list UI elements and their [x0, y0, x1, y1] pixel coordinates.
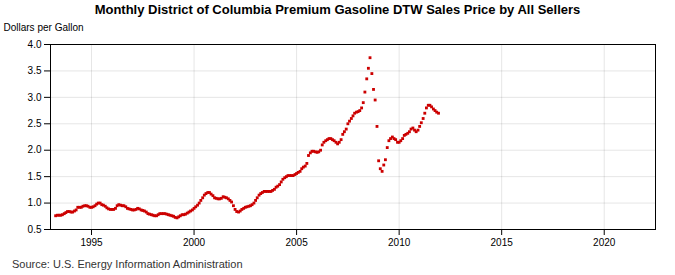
svg-text:1.5: 1.5	[28, 171, 42, 182]
svg-text:2005: 2005	[285, 237, 308, 248]
svg-text:2015: 2015	[491, 237, 514, 248]
svg-text:1.0: 1.0	[28, 197, 42, 208]
svg-text:2.5: 2.5	[28, 118, 42, 129]
svg-text:3.5: 3.5	[28, 65, 42, 76]
svg-text:2010: 2010	[388, 237, 411, 248]
svg-text:4.0: 4.0	[28, 39, 42, 50]
svg-text:3.0: 3.0	[28, 92, 42, 103]
svg-text:Dollars per Gallon: Dollars per Gallon	[4, 22, 84, 33]
svg-text:2000: 2000	[183, 237, 206, 248]
svg-text:0.5: 0.5	[28, 224, 42, 235]
svg-text:1995: 1995	[80, 237, 103, 248]
html-text:Monthly District of Columbia P: Monthly District of Columbia Premium Gas…	[94, 2, 581, 17]
html-text:Source: U.S. Energy Informatio: Source: U.S. Energy Information Administ…	[12, 258, 243, 270]
svg-text:2020: 2020	[593, 237, 616, 248]
svg-text:2.0: 2.0	[28, 144, 42, 155]
